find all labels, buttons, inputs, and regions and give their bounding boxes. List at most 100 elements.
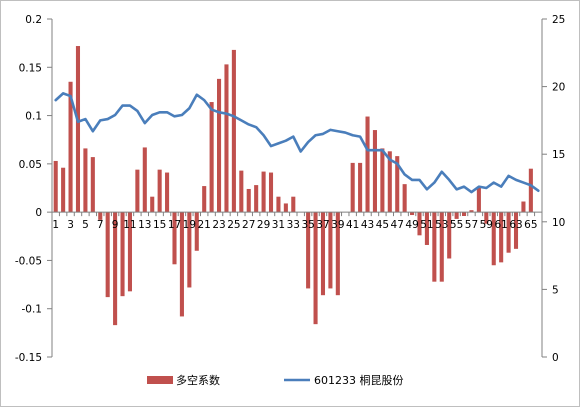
bar-39 <box>335 212 340 296</box>
bar-54 <box>447 212 452 259</box>
bar-26 <box>239 170 244 213</box>
bar-30 <box>268 172 274 213</box>
bar-43 <box>365 116 370 213</box>
x-tick-label: 39 <box>331 219 344 231</box>
bar-45 <box>380 148 385 213</box>
x-tick-label: 57 <box>465 219 478 231</box>
x-tick-label: 61 <box>494 219 507 231</box>
x-tick-label: 63 <box>509 219 522 231</box>
bar-36 <box>313 212 318 325</box>
series-line-601233 <box>54 92 540 194</box>
left-tick-label: -0.1 <box>22 304 43 316</box>
right-tick-label: 15 <box>552 149 565 161</box>
x-tick-label: 1 <box>52 219 59 231</box>
x-tick-label: 35 <box>301 219 314 231</box>
bar-47 <box>395 156 400 213</box>
bar-2 <box>61 167 66 213</box>
legend-label-bar: 多空系数 <box>176 373 220 387</box>
x-tick-label: 17 <box>168 219 181 231</box>
bar-22 <box>209 102 214 213</box>
right-tick-label: 20 <box>552 82 565 94</box>
legend-label-line: 601233 桐昆股份 <box>314 373 404 387</box>
bar-13 <box>142 147 147 213</box>
bar-48 <box>402 184 407 213</box>
bar-59 <box>484 212 489 224</box>
bar-44 <box>372 130 377 213</box>
x-tick-label: 7 <box>97 219 104 231</box>
bar-14 <box>150 196 155 213</box>
bar-16 <box>165 172 170 213</box>
bar-25 <box>231 49 236 213</box>
left-tick-label: 0 <box>35 207 42 219</box>
right-tick-label: 0 <box>552 352 559 364</box>
bar-60 <box>491 212 496 266</box>
x-tick-label: 29 <box>257 219 270 231</box>
bar-17 <box>172 212 177 265</box>
legend: 多空系数 601233 桐昆股份 <box>147 373 404 387</box>
bar-10 <box>120 212 125 297</box>
bar-31 <box>276 196 281 213</box>
bar-35 <box>306 212 311 289</box>
x-tick-label: 15 <box>153 219 166 231</box>
bar-12 <box>135 169 140 213</box>
x-tick-label: 11 <box>123 219 136 231</box>
bar-21 <box>202 186 207 213</box>
bar-51 <box>424 212 429 245</box>
x-tick-label: 59 <box>480 219 493 231</box>
bar-65 <box>528 168 533 213</box>
bar-11 <box>127 212 132 292</box>
x-tick-label: 53 <box>435 219 448 231</box>
x-tick-label: 33 <box>287 219 300 231</box>
bar-18 <box>179 212 184 317</box>
bar-19 <box>187 212 192 288</box>
x-tick-label: 27 <box>242 219 255 231</box>
bar-52 <box>432 212 437 282</box>
bar-5 <box>83 148 88 213</box>
axes-layer: 0.20.150.10.050-0.05-0.1-0.15 2520151050… <box>15 14 566 364</box>
x-tick-label: 25 <box>227 219 240 231</box>
left-tick-label: 0.1 <box>25 111 42 123</box>
right-axis-ticks: 25 20 15 10 5 0 <box>542 14 565 364</box>
line-layer <box>54 92 540 194</box>
bar-24 <box>224 64 229 213</box>
x-tick-label: 19 <box>183 219 196 231</box>
x-tick-label: 23 <box>212 219 225 231</box>
bar-56 <box>462 212 467 216</box>
bar-1 <box>53 160 58 213</box>
left-axis-ticks: 0.2 0.15 0.1 0.05 0 -0.05 -0.1 -0.15 <box>15 14 52 364</box>
legend-swatch-bar <box>147 376 173 384</box>
bar-42 <box>358 162 363 213</box>
bar-3 <box>68 81 73 213</box>
x-axis-ticks: 1 3 5 7 9 11 13 15 17 19 21 23 25 27 29 31 33 35 37 39 41 43 4… <box>51 212 543 231</box>
left-tick-label: -0.15 <box>15 352 42 364</box>
x-tick-label: 5 <box>82 219 89 231</box>
x-tick-label: 37 <box>316 219 329 231</box>
x-tick-label: 45 <box>376 219 389 231</box>
x-tick-label: 55 <box>450 219 463 231</box>
bar-6 <box>90 157 95 213</box>
x-tick-label: 41 <box>346 219 359 231</box>
bar-64 <box>521 201 526 213</box>
left-tick-label: 0.05 <box>19 159 42 171</box>
bar-9 <box>113 212 118 326</box>
bar-58 <box>476 188 481 213</box>
bar-61 <box>499 212 504 263</box>
bar-53 <box>439 212 444 282</box>
x-tick-label: 51 <box>420 219 433 231</box>
x-tick-label: 13 <box>138 219 151 231</box>
right-tick-label: 5 <box>552 284 559 296</box>
bar-29 <box>261 171 266 213</box>
left-tick-label: -0.05 <box>15 255 42 267</box>
bar-49 <box>410 212 415 216</box>
bar-7 <box>98 212 103 220</box>
bar-33 <box>291 196 296 213</box>
bar-27 <box>246 188 251 213</box>
bar-41 <box>350 162 355 213</box>
right-tick-label: 10 <box>552 217 565 229</box>
bar-4 <box>75 46 81 213</box>
x-tick-label: 49 <box>405 219 418 231</box>
x-tick-label: 21 <box>198 219 211 231</box>
